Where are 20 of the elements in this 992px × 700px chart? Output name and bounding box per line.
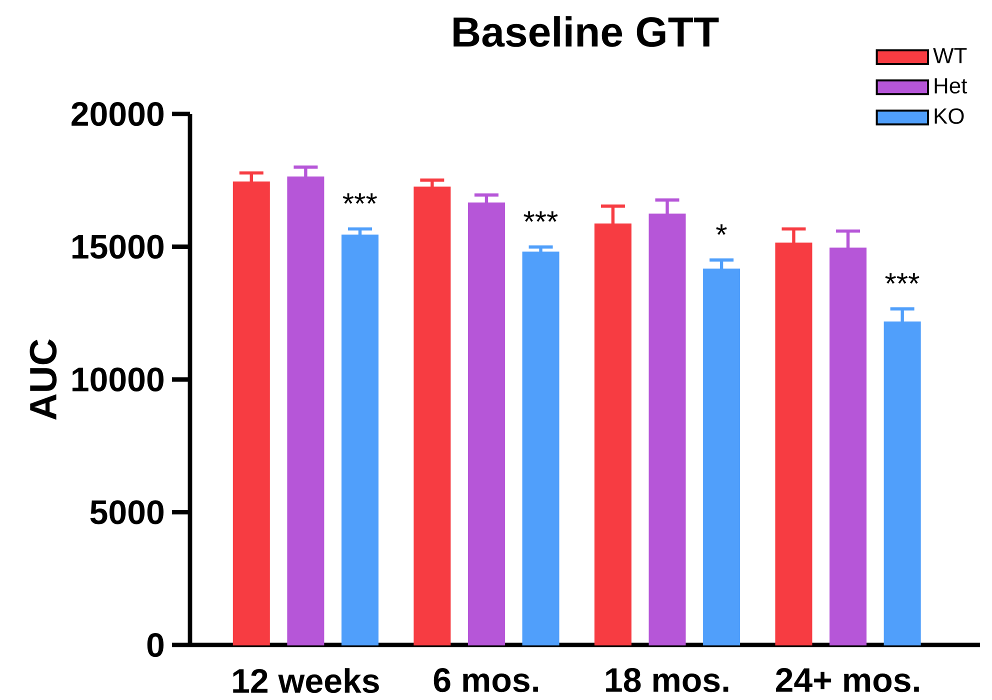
x-tick-label: 24+ mos. xyxy=(776,668,919,692)
y-tick-label: 15000 xyxy=(72,234,164,259)
y-tick-label: 5000 xyxy=(90,500,164,524)
bar xyxy=(342,234,378,646)
x-tick-label: 12 weeks xyxy=(233,668,379,694)
annotation: * xyxy=(716,224,727,235)
x-tick-label: 18 mos. xyxy=(606,668,728,692)
y-axis-title: AUC xyxy=(30,339,57,420)
y-tick-label: 20000 xyxy=(72,102,164,126)
y-tick-label: 0 xyxy=(147,632,164,658)
legend-label: WT xyxy=(933,48,967,64)
legend-label: Het xyxy=(934,78,968,94)
y-tick-label: 10000 xyxy=(72,367,164,392)
bar xyxy=(522,252,560,646)
annotation: *** xyxy=(342,193,377,204)
chart-title: Baseline GTT xyxy=(454,16,719,47)
annotation: *** xyxy=(885,273,920,284)
annotation: *** xyxy=(524,211,558,222)
x-tick-label: 6 mos. xyxy=(434,668,538,692)
legend-label: KO xyxy=(934,108,964,124)
